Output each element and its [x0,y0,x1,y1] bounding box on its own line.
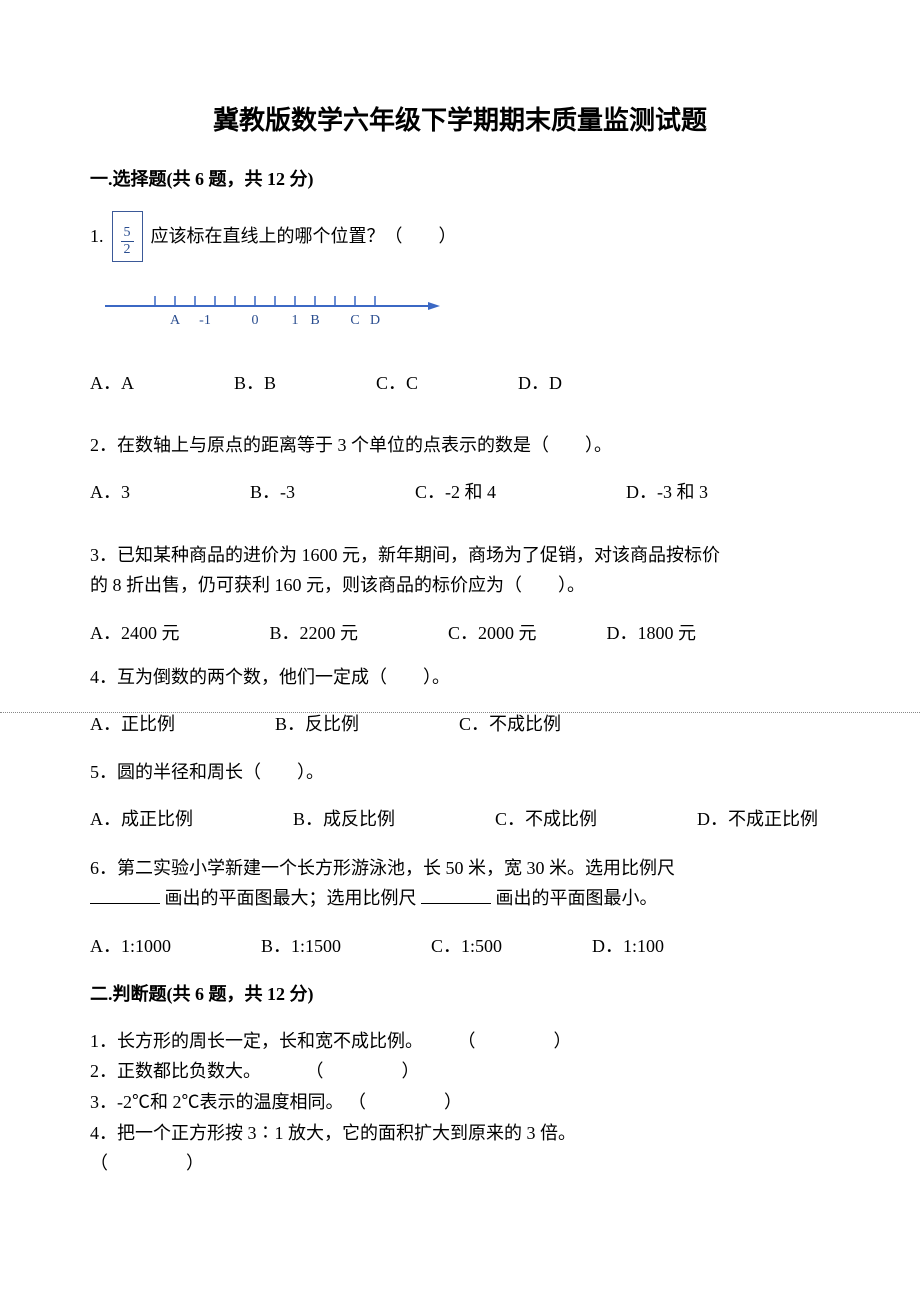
fraction-numerator: 5 [121,226,134,242]
q5-opt-a: A．成正比例 [90,805,193,831]
question-4: 4．互为倒数的两个数，他们一定成（ ）。 [90,663,830,692]
q1-text: 应该标在直线上的哪个位置？（ ） [151,222,457,251]
number-line: A -1 0 1 B C D [90,286,830,341]
q6-opt-d: D．1:100 [592,932,664,958]
q2-opt-c: C．-2 和 4 [415,478,496,504]
q6-line1: 6．第二实验小学新建一个长方形游泳池，长 50 米，宽 30 米。选用比例尺 [90,858,675,878]
judge-1: 1．长方形的周长一定，长和宽不成比例。 （ ） [90,1026,830,1057]
judge-4-text: 4．把一个正方形按 3∶1 放大，它的面积扩大到原来的 3 倍。 [90,1123,576,1143]
judge-paren: （ ） [348,1092,476,1112]
judge-4: 4．把一个正方形按 3∶1 放大，它的面积扩大到原来的 3 倍。 （ ） [90,1118,830,1179]
question-2: 2．在数轴上与原点的距离等于 3 个单位的点表示的数是（ ）。 [90,431,830,460]
q3-line2: 的 8 折出售，仍可获利 160 元，则该商品的标价应为（ ）。 [90,575,585,595]
judge-3: 3．-2℃和 2℃表示的温度相同。 （ ） [90,1087,830,1118]
fraction-box: 5 2 [112,211,143,262]
question-5: 5．圆的半径和周长（ ）。 [90,758,830,787]
q5-opt-b: B．成反比例 [293,805,395,831]
judge-paren: （ ） [306,1061,434,1081]
svg-text:B: B [310,313,319,328]
fraction-icon: 5 2 [121,226,134,257]
q2-opt-d: D．-3 和 3 [626,478,708,504]
q5-opt-c: C．不成比例 [495,805,597,831]
q2-opt-b: B．-3 [250,478,295,504]
q4-text: 4．互为倒数的两个数，他们一定成（ ）。 [90,667,450,687]
q1-opt-d: D．D [518,369,562,395]
q2-text: 2．在数轴上与原点的距离等于 3 个单位的点表示的数是（ ）。 [90,435,612,455]
judge-paren: （ ） [458,1031,586,1051]
q6-opt-a: A．1:1000 [90,932,171,958]
fraction-denominator: 2 [124,242,131,257]
blank-2 [421,886,491,904]
q2-options: A．3 B．-3 C．-2 和 4 D．-3 和 3 [90,478,830,504]
q4-opt-b: B．反比例 [275,710,359,736]
q6-opt-b: B．1:1500 [261,932,341,958]
q3-opt-b: B．2200 元 [270,619,359,645]
q3-opt-a: A．2400 元 [90,619,180,645]
blank-1 [90,886,160,904]
q5-opt-d: D．不成正比例 [697,805,818,831]
q1-options: A．A B．B C．C D．D [90,369,830,395]
q3-opt-d: D．1800 元 [607,619,697,645]
q5-options: A．成正比例 B．成反比例 C．不成比例 D．不成正比例 [90,805,830,831]
q4-opt-a: A．正比例 [90,710,175,736]
q6-options: A．1:1000 B．1:1500 C．1:500 D．1:100 [90,932,830,958]
q6-mid1: 画出的平面图最大；选用比例尺 [165,888,417,908]
page-title: 冀教版数学六年级下学期期末质量监测试题 [90,100,830,137]
q1-opt-c: C．C [376,369,418,395]
section-2-header: 二.判断题(共 6 题，共 12 分) [90,980,830,1006]
q6-mid2: 画出的平面图最小。 [496,888,658,908]
svg-text:D: D [370,313,380,328]
q1-opt-a: A．A [90,369,134,395]
q2-opt-a: A．3 [90,478,130,504]
judge-2-text: 2．正数都比负数大。 [90,1061,261,1081]
svg-text:-1: -1 [199,313,211,328]
q3-opt-c: C．2000 元 [448,619,537,645]
q4-opt-c: C．不成比例 [459,710,561,736]
q3-line1: 3．已知某种商品的进价为 1600 元，新年期间，商场为了促销，对该商品按标价 [90,545,720,565]
judge-paren: （ ） [90,1153,218,1173]
q1-number: 1. [90,222,104,251]
judge-1-text: 1．长方形的周长一定，长和宽不成比例。 [90,1031,423,1051]
judge-3-text: 3．-2℃和 2℃表示的温度相同。 [90,1092,344,1112]
question-1: 1. 5 2 应该标在直线上的哪个位置？（ ） [90,211,830,262]
dotted-divider [0,712,920,713]
q5-text: 5．圆的半径和周长（ ）。 [90,762,324,782]
svg-text:1: 1 [292,313,299,328]
question-3: 3．已知某种商品的进价为 1600 元，新年期间，商场为了促销，对该商品按标价 … [90,540,830,601]
svg-text:0: 0 [252,313,259,328]
svg-text:C: C [350,313,359,328]
q4-options: A．正比例 B．反比例 C．不成比例 [90,710,830,736]
judge-2: 2．正数都比负数大。 （ ） [90,1056,830,1087]
question-6: 6．第二实验小学新建一个长方形游泳池，长 50 米，宽 30 米。选用比例尺 画… [90,853,830,914]
svg-text:A: A [170,313,181,328]
section-1-header: 一.选择题(共 6 题，共 12 分) [90,165,830,191]
q3-options: A．2400 元 B．2200 元 C．2000 元 D．1800 元 [90,619,830,645]
q6-opt-c: C．1:500 [431,932,502,958]
q1-opt-b: B．B [234,369,276,395]
